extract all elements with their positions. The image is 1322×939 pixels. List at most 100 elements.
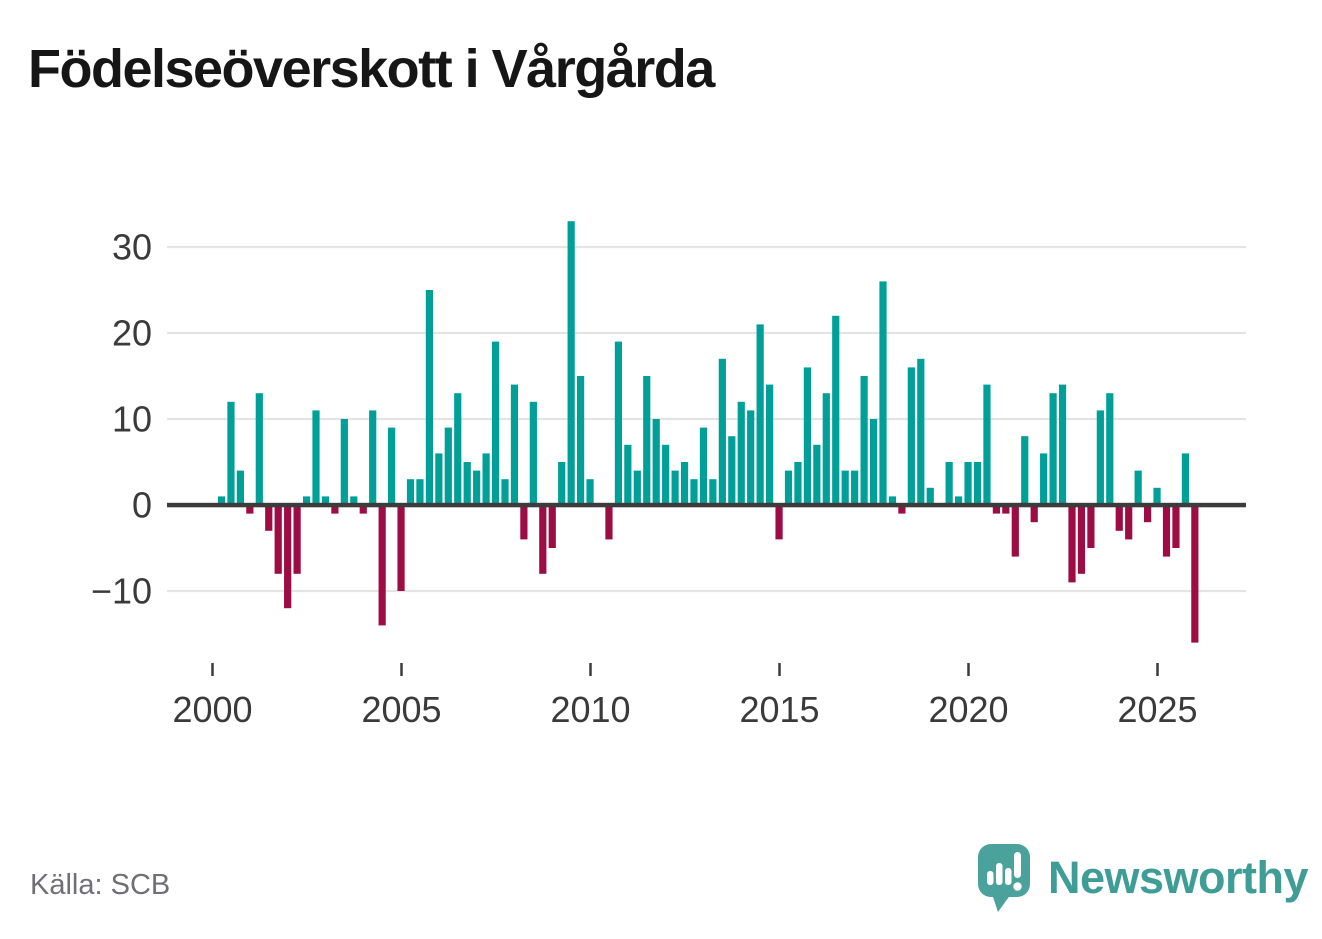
bar-2001-Q2 — [265, 505, 273, 531]
gridline-20 — [167, 331, 1246, 335]
bar-2024-Q4 — [1153, 487, 1161, 505]
bar-2019-Q4 — [964, 462, 972, 505]
bar-2014-Q2 — [756, 324, 764, 505]
bar-2003-Q3 — [350, 496, 358, 505]
bar-2012-Q2 — [680, 462, 689, 505]
x-axis-label-2020: 2020 — [928, 689, 1008, 730]
bar-2008-Q1 — [520, 505, 528, 540]
source-label: Källa: SCB — [30, 869, 171, 901]
logo-exclamation-bar — [1014, 852, 1021, 878]
bar-2003-Q2 — [340, 419, 348, 505]
bar-2018-Q3 — [917, 358, 925, 505]
bar-2006-Q1 — [444, 427, 452, 505]
x-axis-label-2005: 2005 — [361, 689, 441, 730]
bar-2022-Q3 — [1068, 505, 1076, 583]
x-axis-label-2000: 2000 — [172, 689, 252, 730]
bar-2006-Q2 — [454, 393, 462, 505]
bar-2001-Q1 — [255, 393, 263, 505]
bar-2013-Q1 — [709, 479, 717, 505]
bar-2025-Q2 — [1172, 505, 1180, 548]
bar-2013-Q3 — [728, 436, 736, 505]
bar-2025-Q1 — [1162, 505, 1171, 557]
bar-2022-Q4 — [1077, 505, 1086, 574]
bar-2003-Q1 — [331, 505, 339, 514]
bar-2019-Q3 — [955, 496, 963, 505]
bar-2000-Q2 — [227, 401, 235, 505]
bar-2023-Q2 — [1096, 410, 1104, 505]
bar-2025-Q4 — [1191, 505, 1199, 643]
bar-2007-Q3 — [501, 479, 509, 505]
bar-2016-Q1 — [822, 393, 830, 505]
x-tick-2015 — [778, 663, 781, 676]
bar-2011-Q2 — [643, 376, 651, 505]
bar-2022-Q1 — [1049, 393, 1057, 505]
gridline-10 — [167, 417, 1246, 421]
x-tick-2010 — [589, 663, 592, 676]
bar-2001-Q3 — [274, 505, 282, 574]
bar-2025-Q3 — [1181, 453, 1189, 505]
chart-title: Födelseöverskott i Vårgårda — [28, 39, 715, 99]
bar-2016-Q4 — [851, 470, 859, 505]
bar-2020-Q1 — [973, 462, 982, 505]
bar-2007-Q1 — [482, 453, 490, 505]
bar-2008-Q2 — [529, 401, 537, 505]
bar-2023-Q4 — [1115, 505, 1123, 531]
bar-2002-Q2 — [302, 496, 311, 505]
bar-2008-Q3 — [539, 505, 547, 574]
newsworthy-logo-icon — [978, 844, 1030, 912]
x-axis-label-2010: 2010 — [550, 689, 630, 730]
bar-2004-Q1 — [369, 410, 377, 505]
bar-2017-Q1 — [860, 376, 868, 505]
bar-2015-Q1 — [784, 470, 793, 505]
bar-2013-Q4 — [737, 401, 745, 505]
bar-2015-Q3 — [803, 367, 811, 505]
bar-2024-Q1 — [1125, 505, 1133, 540]
bar-2005-Q2 — [416, 479, 424, 505]
logo-exclamation-dot — [1013, 882, 1022, 891]
x-tick-2005 — [400, 663, 403, 676]
bar-2014-Q1 — [747, 410, 755, 505]
bar-2021-Q4 — [1040, 453, 1048, 505]
bar-2019-Q2 — [945, 462, 953, 505]
bar-2020-Q2 — [983, 384, 991, 505]
bar-2002-Q3 — [312, 410, 320, 505]
x-axis-label-2025: 2025 — [1117, 689, 1197, 730]
bar-2010-Q4 — [624, 444, 632, 505]
gridline--10 — [167, 589, 1246, 593]
bar-2018-Q2 — [907, 367, 915, 505]
bar-2005-Q3 — [425, 290, 433, 505]
bar-2014-Q4 — [775, 505, 783, 540]
bar-2002-Q1 — [293, 505, 301, 574]
logo-bar-tall — [996, 863, 1003, 885]
newsworthy-brand: Newsworthy — [975, 840, 1309, 916]
bar-2005-Q4 — [435, 453, 443, 505]
bar-2024-Q3 — [1144, 505, 1152, 523]
bar-2021-Q3 — [1030, 505, 1038, 523]
bar-2016-Q2 — [832, 315, 840, 505]
bar-2007-Q2 — [491, 341, 500, 505]
bar-2009-Q4 — [586, 479, 594, 505]
bar-2023-Q1 — [1087, 505, 1095, 548]
bar-2010-Q3 — [614, 341, 622, 505]
bar-2012-Q1 — [671, 470, 679, 505]
y-axis-label-10: 10 — [112, 399, 152, 440]
bar-2016-Q3 — [841, 470, 849, 505]
bar-2024-Q2 — [1134, 470, 1142, 505]
bar-2012-Q4 — [699, 427, 708, 505]
gridline-30 — [167, 245, 1246, 249]
bar-2017-Q4 — [888, 496, 897, 505]
bar-2011-Q4 — [662, 444, 670, 505]
logo-bubble — [978, 844, 1030, 897]
bar-2004-Q3 — [388, 427, 396, 505]
bar-2022-Q2 — [1058, 384, 1067, 505]
bar-2020-Q4 — [1002, 505, 1010, 514]
bar-2015-Q4 — [813, 444, 821, 505]
bar-2015-Q2 — [794, 462, 802, 505]
logo-bubble-tail — [992, 894, 1011, 912]
bar-2009-Q2 — [567, 221, 575, 505]
bar-2004-Q2 — [378, 505, 386, 626]
bar-2021-Q2 — [1021, 436, 1029, 505]
bar-2014-Q3 — [766, 384, 774, 505]
bar-2023-Q3 — [1106, 393, 1114, 505]
bar-2003-Q4 — [359, 505, 367, 514]
